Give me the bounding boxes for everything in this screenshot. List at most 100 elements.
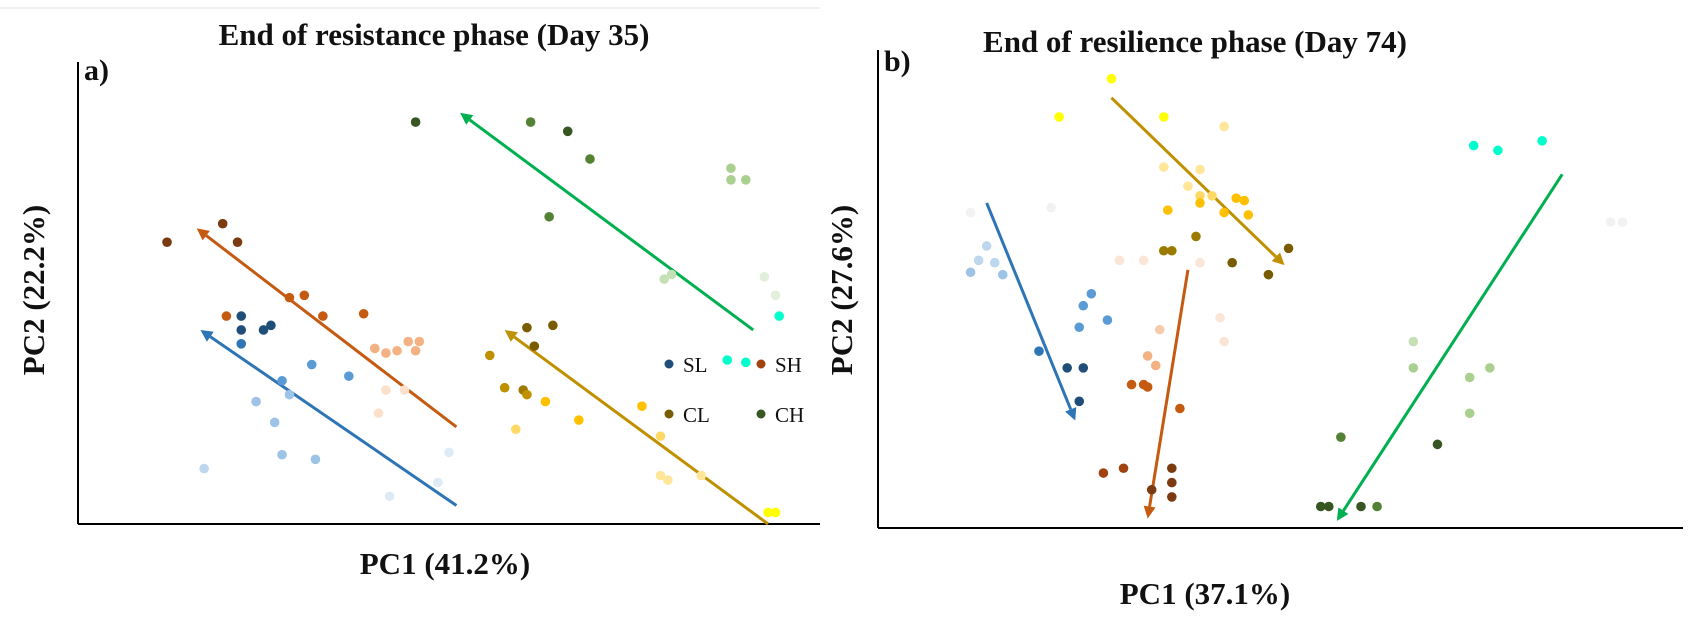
panel-a-point-6 <box>318 311 328 321</box>
panel-b-point-64 <box>1336 432 1346 442</box>
panel-b-point-45 <box>1191 231 1201 242</box>
panel-b-arrow-3-head <box>1336 507 1349 521</box>
legend-label-cl: CL <box>683 403 710 427</box>
legend-item-sh: SH <box>756 353 802 377</box>
panel-a-point-9 <box>381 348 391 358</box>
panel-a-point-11 <box>403 336 413 347</box>
panel-b-point-63 <box>1464 408 1475 419</box>
panel-b-point-24 <box>1098 468 1109 478</box>
panel-a-arrow-3 <box>504 329 769 526</box>
panel-a-point-35 <box>525 117 536 127</box>
panel-b-title: End of resilience phase (Day 74) <box>983 24 1407 59</box>
panel-a-point-16 <box>399 385 410 395</box>
panel-b-point-6 <box>997 269 1008 280</box>
panel-b-point-20 <box>1126 379 1137 390</box>
panel-b-point-65 <box>1432 439 1443 450</box>
panel-a-point-62 <box>663 475 673 485</box>
panel-b: End of resilience phase (Day 74) b) PC1 … <box>824 24 1683 611</box>
panel-a-point-31 <box>384 491 395 502</box>
panel-a-point-0 <box>162 237 172 247</box>
legend-marker-ch <box>756 409 766 419</box>
legend: SL SH CL CH <box>664 353 804 427</box>
panel-a-point-55 <box>522 389 532 400</box>
panel-b-point-16 <box>1138 255 1149 266</box>
legend-marker-cl <box>664 409 674 419</box>
panel-a-point-44 <box>759 272 770 282</box>
panel-b-point-50 <box>1283 243 1294 254</box>
panel-a-point-60 <box>655 431 666 442</box>
panel-a-point-17 <box>236 311 247 321</box>
panel-b-arrow-2-head <box>1271 252 1285 266</box>
panel-b-point-8 <box>1078 300 1089 311</box>
panel-a-point-64 <box>763 507 773 518</box>
panel-a-point-3 <box>221 311 232 321</box>
panel-a-point-46 <box>774 311 784 321</box>
panel-b-point-34 <box>1158 162 1169 172</box>
panel-a-point-30 <box>199 463 209 474</box>
panel-b-letter: b) <box>884 45 911 78</box>
panel-a-point-15 <box>373 408 384 418</box>
panel-b-point-9 <box>1102 315 1113 325</box>
panel-b-point-60 <box>1408 363 1419 373</box>
panel-a: End of resistance phase (Day 35) a) PC1 … <box>0 7 820 581</box>
panel-b-point-51 <box>1215 312 1225 323</box>
panel-b-point-12 <box>1062 363 1072 373</box>
panel-b-point-57 <box>1605 217 1616 227</box>
panel-a-point-49 <box>522 322 532 333</box>
legend-item-ch: CH <box>756 403 804 427</box>
panel-a-point-13 <box>410 345 421 356</box>
panel-a-arrow-1 <box>200 329 458 507</box>
legend-item-cl: CL <box>664 403 710 427</box>
panel-b-point-19 <box>1150 360 1161 371</box>
panel-a-point-25 <box>251 396 261 407</box>
legend-item-sl: SL <box>664 353 708 377</box>
panel-a-point-33 <box>433 477 443 488</box>
panel-b-point-7 <box>1086 288 1097 299</box>
panel-b-point-28 <box>1167 477 1177 488</box>
panel-a-point-58 <box>574 415 584 425</box>
panel-a-point-59 <box>510 424 521 435</box>
panel-b-point-58 <box>1617 217 1628 227</box>
panel-b-arrows <box>985 96 1564 521</box>
panel-b-point-25 <box>1118 463 1129 474</box>
panel-a-arrow-0-shaft <box>205 234 458 429</box>
panel-a-point-14 <box>381 385 391 395</box>
panel-b-point-14 <box>1074 396 1085 407</box>
panel-a-point-29 <box>310 454 321 465</box>
panel-b-point-42 <box>1231 193 1242 203</box>
panel-a-point-28 <box>277 449 287 460</box>
panel-a-point-32 <box>444 447 454 458</box>
panel-a-point-47 <box>722 355 733 365</box>
panel-b-point-55 <box>1493 145 1503 156</box>
panel-b-point-36 <box>1183 181 1193 192</box>
panel-b-arrow-1-shaft <box>1148 269 1190 507</box>
panel-b-point-33 <box>1219 121 1229 132</box>
panel-a-point-38 <box>544 211 554 222</box>
panel-b-point-49 <box>1263 269 1274 280</box>
panel-a-arrow-2-head <box>460 112 474 125</box>
panel-a-arrow-1-shaft <box>209 335 458 507</box>
panel-a-point-27 <box>269 417 280 428</box>
panel-a-arrow-1-head <box>200 329 214 342</box>
panel-b-point-46 <box>1158 245 1169 256</box>
panel-a-y-label: PC2 (22.2%) <box>16 205 51 375</box>
panel-a-point-37 <box>585 154 595 164</box>
panel-b-arrow-2-shaft <box>1110 96 1277 258</box>
panel-b-point-62 <box>1485 363 1495 373</box>
panel-a-point-61 <box>655 470 666 481</box>
panel-b-point-23 <box>1175 403 1185 414</box>
panel-b-point-38 <box>1207 190 1217 201</box>
panel-b-point-66 <box>1315 501 1326 512</box>
panel-a-point-8 <box>370 343 380 354</box>
panel-b-point-3 <box>973 255 984 266</box>
panel-a-point-34 <box>410 117 421 127</box>
panel-b-arrow-1 <box>1143 269 1190 519</box>
panel-b-point-5 <box>965 267 976 278</box>
panel-b-point-67 <box>1324 501 1334 512</box>
panel-a-points <box>162 117 784 518</box>
panel-a-point-2 <box>232 237 243 247</box>
panel-b-point-48 <box>1227 257 1237 268</box>
panel-b-point-4 <box>989 257 1000 268</box>
panel-a-arrow-0-head <box>196 228 210 241</box>
